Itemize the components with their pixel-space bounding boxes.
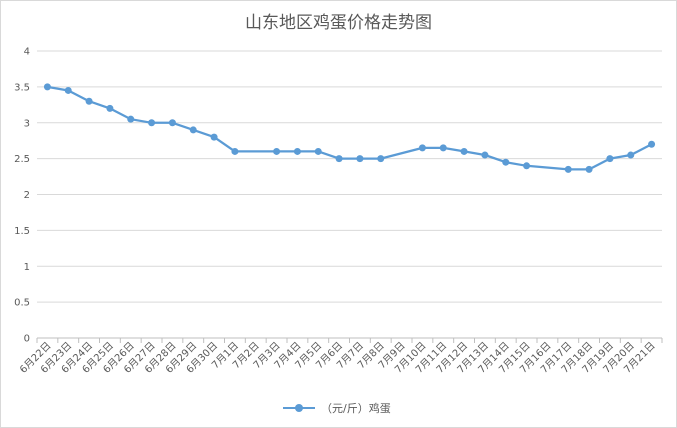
legend-swatch bbox=[283, 403, 315, 413]
data-point[interactable] bbox=[189, 126, 197, 134]
data-point[interactable] bbox=[523, 162, 531, 170]
chart-title: 山东地区鸡蛋价格走势图 bbox=[245, 13, 432, 33]
chart-legend[interactable]: （元/斤）鸡蛋 bbox=[283, 399, 391, 417]
y-tick-label: 3 bbox=[24, 118, 30, 129]
data-point[interactable] bbox=[439, 144, 447, 152]
data-point[interactable] bbox=[85, 97, 93, 105]
data-point[interactable] bbox=[418, 144, 426, 152]
data-point[interactable] bbox=[627, 151, 635, 159]
data-point[interactable] bbox=[648, 140, 656, 148]
data-point[interactable] bbox=[273, 147, 281, 155]
data-point[interactable] bbox=[606, 155, 614, 163]
data-point[interactable] bbox=[148, 119, 156, 127]
legend-label: （元/斤）鸡蛋 bbox=[321, 402, 391, 415]
data-point[interactable] bbox=[502, 158, 510, 166]
data-point[interactable] bbox=[564, 165, 572, 173]
data-point[interactable] bbox=[460, 147, 468, 155]
y-tick-label: 2 bbox=[24, 190, 30, 201]
data-point[interactable] bbox=[293, 147, 301, 155]
data-point[interactable] bbox=[43, 83, 51, 91]
series-line bbox=[47, 85, 653, 171]
y-tick-label: 0.5 bbox=[14, 298, 30, 309]
data-point[interactable] bbox=[356, 155, 364, 163]
y-tick-label: 4 bbox=[24, 47, 30, 58]
data-point[interactable] bbox=[481, 151, 489, 159]
data-point[interactable] bbox=[210, 133, 218, 141]
data-point[interactable] bbox=[377, 155, 385, 163]
data-point[interactable] bbox=[335, 155, 343, 163]
y-tick-label: 3.5 bbox=[14, 82, 30, 93]
y-tick-label: 2.5 bbox=[14, 154, 30, 165]
y-tick-label: 1.5 bbox=[14, 226, 30, 237]
data-point[interactable] bbox=[231, 147, 239, 155]
data-point[interactable] bbox=[106, 104, 114, 112]
data-point[interactable] bbox=[127, 115, 135, 123]
y-tick-label: 0 bbox=[24, 334, 30, 345]
data-point[interactable] bbox=[585, 165, 593, 173]
data-point[interactable] bbox=[64, 86, 72, 94]
data-point[interactable] bbox=[168, 119, 176, 127]
y-tick-label: 1 bbox=[24, 262, 30, 273]
data-point[interactable] bbox=[314, 147, 322, 155]
